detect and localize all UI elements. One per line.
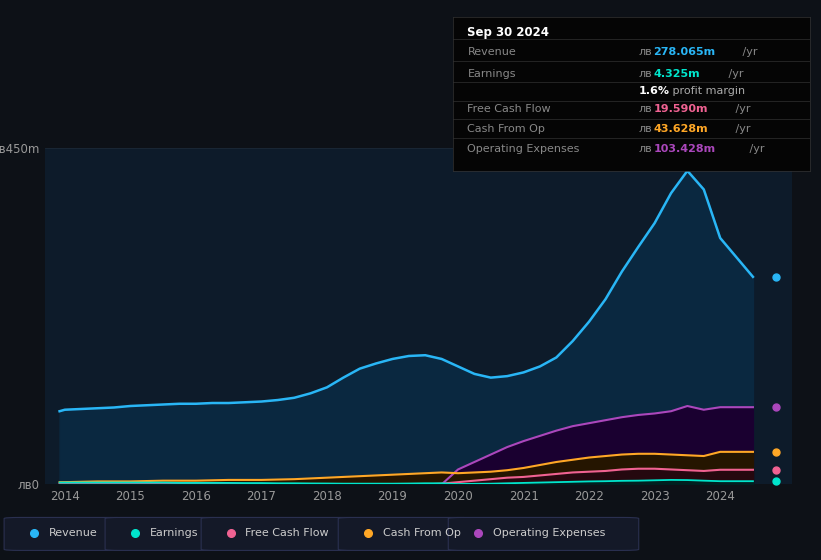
FancyBboxPatch shape [4,517,127,550]
Text: /yr: /yr [732,124,750,134]
Text: /yr: /yr [746,144,764,154]
Text: лв: лв [639,144,653,154]
FancyBboxPatch shape [201,517,361,550]
Text: /yr: /yr [725,69,743,79]
Text: 4.325m: 4.325m [654,69,699,79]
Text: лв: лв [639,47,653,57]
Text: profit margin: profit margin [669,86,745,96]
FancyBboxPatch shape [105,517,224,550]
Text: 103.428m: 103.428m [654,144,715,154]
Text: Operating Expenses: Operating Expenses [493,529,605,538]
Text: Operating Expenses: Operating Expenses [467,144,580,154]
Text: Cash From Op: Cash From Op [383,529,461,538]
Text: лв: лв [639,104,653,114]
FancyBboxPatch shape [448,517,639,550]
Text: 43.628m: 43.628m [654,124,708,134]
FancyBboxPatch shape [338,517,473,550]
Text: /yr: /yr [732,104,750,114]
Text: лв: лв [639,124,653,134]
Text: Revenue: Revenue [48,529,97,538]
Text: Earnings: Earnings [467,69,516,79]
Text: Free Cash Flow: Free Cash Flow [245,529,329,538]
Text: 1.6%: 1.6% [639,86,670,96]
Text: 278.065m: 278.065m [654,47,715,57]
Text: Free Cash Flow: Free Cash Flow [467,104,551,114]
Text: Revenue: Revenue [467,47,516,57]
Text: Sep 30 2024: Sep 30 2024 [467,26,549,39]
Text: Cash From Op: Cash From Op [467,124,545,134]
Text: Earnings: Earnings [149,529,198,538]
Text: лв: лв [639,69,653,79]
Text: 19.590m: 19.590m [654,104,708,114]
Text: /yr: /yr [739,47,758,57]
